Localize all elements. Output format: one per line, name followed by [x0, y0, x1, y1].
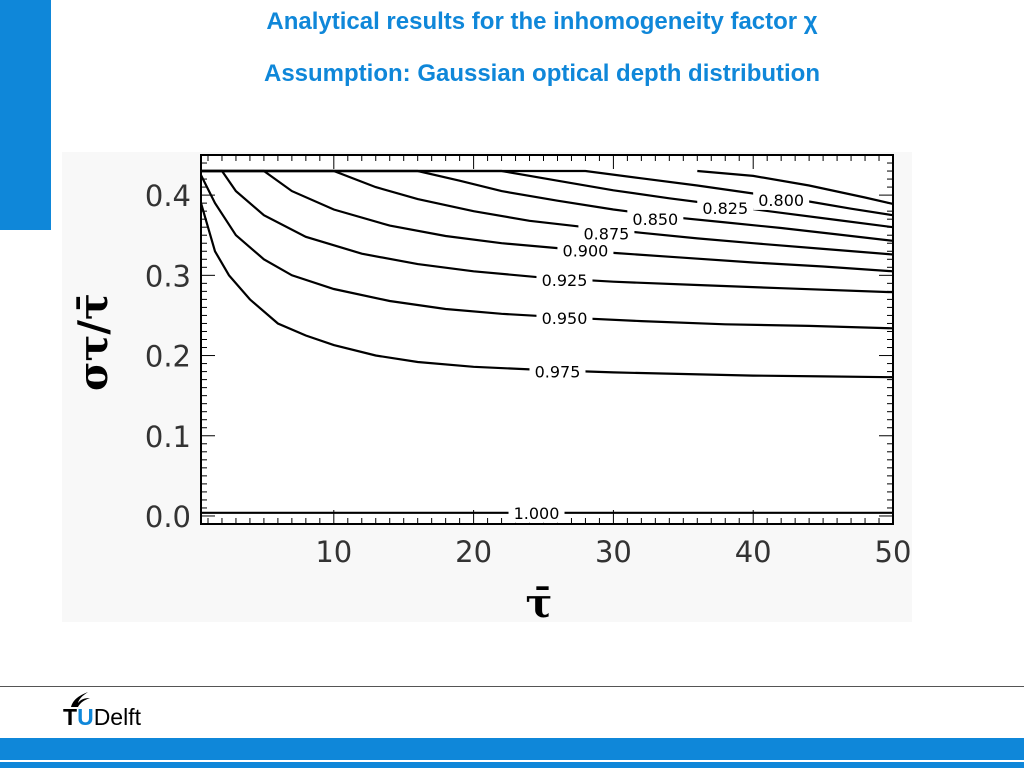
slide-title: Analytical results for the inhomogeneity…	[266, 8, 818, 35]
x-tick-label: 50	[875, 535, 912, 569]
y-tick-label: 0.3	[145, 259, 191, 293]
slide-subtitle: Assumption: Gaussian optical depth distr…	[263, 60, 821, 87]
plot-frame	[200, 154, 894, 525]
contour-line	[199, 202, 894, 379]
contour-label-bg	[536, 307, 593, 328]
x-tick-label: 20	[455, 535, 492, 569]
contour-label: 0.975	[535, 363, 581, 382]
chart-panel: 10 20 30 40 50 0.0 0.1 0.2 0.3 0.4 τ̄ στ/τ̄ 1.000 0.9…	[62, 152, 912, 622]
y-tick-label: 0.1	[145, 420, 191, 454]
contour-label-bg	[529, 361, 586, 382]
contour-label-bg	[697, 197, 754, 218]
contour-label: 0.825	[702, 199, 748, 218]
logo-wordmark: TUDelft	[63, 704, 141, 731]
contour-chart: 10 20 30 40 50 0.0 0.1 0.2 0.3 0.4 τ̄ στ/τ̄ 1.000 0.9…	[70, 154, 912, 622]
contour-label: 0.850	[632, 210, 678, 229]
contour-line	[201, 169, 894, 273]
x-tick-label: 30	[595, 535, 632, 569]
contour-line	[200, 174, 894, 330]
logo-t: T	[63, 704, 78, 730]
contour-label: 0.800	[758, 191, 804, 210]
flame-icon	[71, 692, 90, 707]
contour-label-bg	[627, 209, 684, 230]
x-axis-label: τ̄	[526, 580, 553, 622]
bottom-bar-stripe	[0, 760, 1024, 762]
contour-label: 0.875	[584, 225, 630, 244]
contour-line	[201, 169, 894, 217]
y-axis-label: στ/τ̄	[70, 293, 117, 391]
y-tick-label: 0.0	[145, 500, 191, 534]
contour-label-bg	[536, 270, 593, 291]
footer-divider	[0, 686, 1024, 687]
logo-delft: Delft	[93, 704, 141, 730]
contour-label-bg	[753, 189, 810, 210]
contour-line	[201, 169, 894, 294]
x-tick-label: 10	[315, 535, 352, 569]
side-accent-bar	[0, 0, 51, 230]
logo-u: U	[77, 704, 94, 730]
contour-label-bg	[557, 240, 614, 261]
contour-label: 0.925	[542, 271, 588, 290]
bottom-bar	[0, 738, 1024, 768]
tu-delft-logo: TUDelft	[63, 690, 173, 736]
contour-label-bg	[578, 223, 635, 244]
contour-label-bg	[508, 502, 565, 523]
contour-label: 1.000	[514, 504, 560, 523]
y-tick-label: 0.4	[145, 179, 191, 213]
contour-line	[201, 169, 894, 256]
x-tick-label: 40	[735, 535, 772, 569]
y-tick-label: 0.2	[145, 340, 191, 374]
contour-line	[201, 169, 894, 242]
contour-label: 0.900	[563, 241, 609, 260]
contour-line	[697, 169, 894, 205]
contour-label: 0.950	[542, 309, 588, 328]
contour-line	[201, 169, 894, 229]
